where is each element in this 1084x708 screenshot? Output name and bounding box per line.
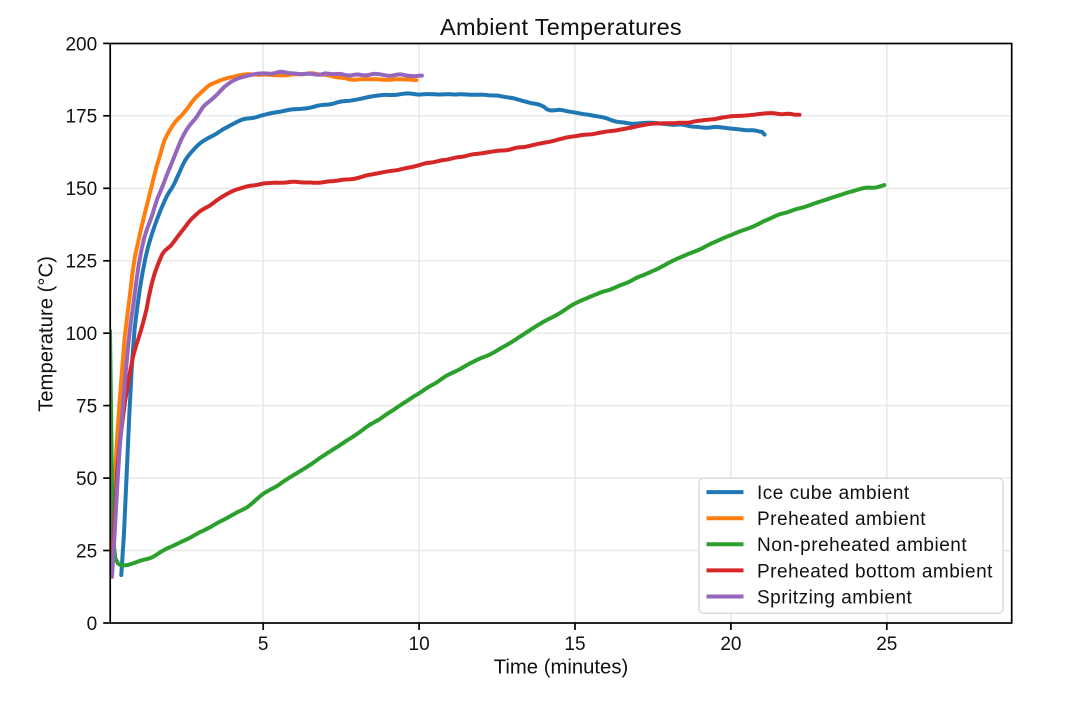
svg-text:Ambient Temperatures: Ambient Temperatures xyxy=(440,14,682,40)
svg-text:5: 5 xyxy=(258,634,269,655)
svg-text:Non-preheated ambient: Non-preheated ambient xyxy=(757,535,967,556)
svg-text:Temperature (°C): Temperature (°C) xyxy=(36,256,58,412)
svg-text:200: 200 xyxy=(65,34,97,55)
svg-text:Spritzing ambient: Spritzing ambient xyxy=(757,587,913,608)
svg-text:Ice cube ambient: Ice cube ambient xyxy=(757,483,910,504)
svg-text:75: 75 xyxy=(76,397,97,418)
svg-text:20: 20 xyxy=(720,634,741,655)
svg-text:25: 25 xyxy=(76,541,97,562)
svg-text:15: 15 xyxy=(564,634,585,655)
svg-text:0: 0 xyxy=(87,614,98,635)
svg-text:175: 175 xyxy=(65,107,97,128)
svg-text:10: 10 xyxy=(409,634,430,655)
svg-text:150: 150 xyxy=(65,179,97,200)
svg-text:25: 25 xyxy=(876,634,897,655)
svg-text:100: 100 xyxy=(65,324,97,345)
svg-text:125: 125 xyxy=(65,252,97,273)
svg-text:50: 50 xyxy=(76,469,97,490)
svg-text:Time (minutes): Time (minutes) xyxy=(494,657,628,679)
svg-text:Preheated bottom ambient: Preheated bottom ambient xyxy=(757,561,993,582)
svg-text:Preheated ambient: Preheated ambient xyxy=(757,509,926,530)
